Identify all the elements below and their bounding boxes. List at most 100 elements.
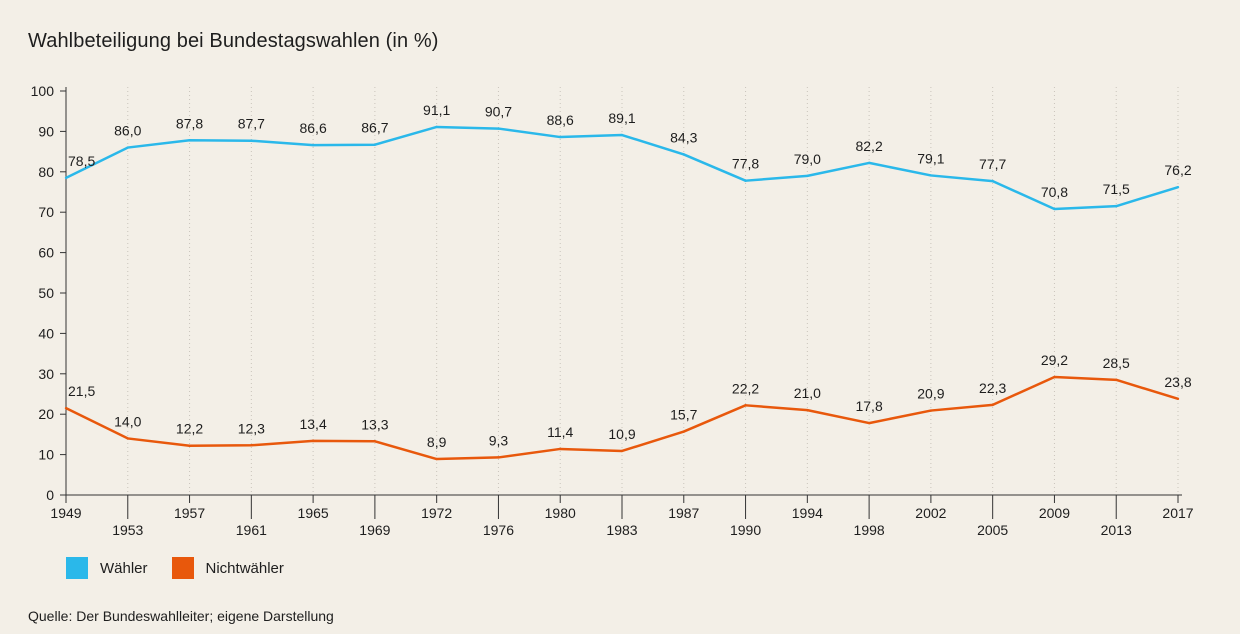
data-point <box>250 139 253 142</box>
y-tick-label: 30 <box>38 366 54 382</box>
x-tick-label: 1961 <box>236 522 267 538</box>
data-point <box>1053 207 1056 211</box>
data-label: 87,8 <box>176 115 203 131</box>
data-label: 23,8 <box>1164 374 1191 390</box>
data-label: 77,7 <box>979 156 1006 172</box>
data-point <box>435 125 438 129</box>
data-point <box>250 444 253 447</box>
data-label: 77,8 <box>732 156 759 172</box>
data-label: 79,1 <box>917 150 944 166</box>
data-label: 90,7 <box>485 104 512 120</box>
legend-item-waehler: Wähler <box>66 557 148 579</box>
data-label: 20,9 <box>917 386 944 402</box>
x-tick-label: 1949 <box>50 505 81 521</box>
data-point <box>188 444 191 447</box>
x-tick-label: 1976 <box>483 522 514 538</box>
data-label: 21,5 <box>68 383 95 399</box>
x-tick-label: 2017 <box>1162 505 1193 521</box>
data-label: 87,7 <box>238 116 265 132</box>
y-tick-label: 60 <box>38 245 54 261</box>
data-point <box>126 437 129 440</box>
data-point <box>991 403 994 407</box>
x-tick-label: 2005 <box>977 522 1008 538</box>
data-label: 17,8 <box>855 398 882 414</box>
data-label: 10,9 <box>608 426 635 442</box>
data-point <box>806 408 809 412</box>
data-label: 86,7 <box>361 120 388 136</box>
data-point <box>867 161 871 165</box>
data-point <box>620 449 624 453</box>
y-tick-label: 80 <box>38 164 54 180</box>
x-tick-label: 1953 <box>112 522 143 538</box>
y-tick-label: 20 <box>38 406 54 422</box>
x-tick-label: 2009 <box>1039 505 1070 521</box>
source-note: Quelle: Der Bundeswahlleiter; eigene Dar… <box>28 608 334 624</box>
data-label: 15,7 <box>670 407 697 423</box>
data-point <box>373 440 377 443</box>
data-label: 8,9 <box>427 434 447 450</box>
data-point <box>744 179 747 182</box>
data-label: 21,0 <box>794 385 821 401</box>
data-point <box>311 439 315 443</box>
data-label: 79,0 <box>794 151 821 167</box>
x-tick-label: 1972 <box>421 505 452 521</box>
y-tick-label: 10 <box>38 447 54 463</box>
data-label: 13,3 <box>361 416 388 432</box>
data-point <box>1176 185 1180 189</box>
data-label: 89,1 <box>608 110 635 126</box>
x-tick-label: 2002 <box>915 505 946 521</box>
y-tick-label: 0 <box>46 487 54 503</box>
data-label: 76,2 <box>1164 162 1191 178</box>
y-tick-label: 40 <box>38 325 54 341</box>
y-tick-label: 50 <box>38 285 54 301</box>
data-label: 82,2 <box>855 138 882 154</box>
data-label: 14,0 <box>114 413 141 429</box>
data-point <box>188 139 191 142</box>
data-point <box>497 456 500 459</box>
data-label: 78,5 <box>68 153 95 169</box>
data-point <box>744 404 747 407</box>
data-label: 12,3 <box>238 420 265 436</box>
data-label: 71,5 <box>1103 181 1130 197</box>
data-point <box>559 447 562 451</box>
data-point <box>991 179 994 183</box>
data-point <box>806 174 809 178</box>
legend-swatch-nichtwaehler <box>171 557 194 579</box>
x-tick-label: 2013 <box>1101 522 1132 538</box>
data-point <box>929 409 933 412</box>
data-label: 22,2 <box>732 380 759 396</box>
data-point <box>1115 204 1118 208</box>
x-tick-label: 1980 <box>545 505 576 521</box>
x-tick-label: 1957 <box>174 505 205 521</box>
x-tick-label: 1987 <box>668 505 699 521</box>
series-line-nichtwaehler <box>65 375 1179 461</box>
data-point <box>126 146 129 149</box>
data-point <box>559 135 562 139</box>
data-label: 70,8 <box>1041 184 1068 200</box>
data-point <box>929 174 933 177</box>
y-tick-label: 70 <box>38 204 54 220</box>
data-point <box>311 143 315 147</box>
data-point <box>1053 375 1056 379</box>
data-point <box>497 127 500 130</box>
data-point <box>1115 378 1118 382</box>
legend: Wähler Nichtwähler <box>66 557 308 579</box>
legend-label-nichtwaehler: Nichtwähler <box>205 559 284 577</box>
data-point <box>682 153 685 156</box>
data-point <box>1176 397 1180 401</box>
data-label: 22,3 <box>979 380 1006 396</box>
data-label: 91,1 <box>423 102 450 118</box>
data-point <box>373 143 377 146</box>
legend-item-nichtwaehler: Nichtwähler <box>171 557 284 579</box>
data-point <box>64 406 68 410</box>
x-tick-label: 1994 <box>792 505 823 521</box>
legend-swatch-waehler <box>66 557 88 579</box>
data-label: 88,6 <box>547 112 574 128</box>
data-label: 29,2 <box>1041 352 1068 368</box>
data-label: 86,6 <box>299 120 326 136</box>
data-label: 13,4 <box>299 416 326 432</box>
x-tick-label: 1965 <box>298 505 329 521</box>
x-tick-label: 1969 <box>359 522 390 538</box>
data-point <box>682 430 685 433</box>
data-label: 9,3 <box>489 432 509 448</box>
